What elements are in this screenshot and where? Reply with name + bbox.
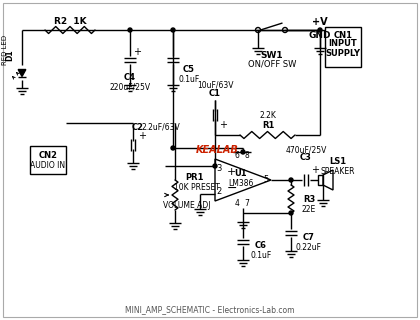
Text: +V: +V <box>312 17 328 27</box>
Circle shape <box>318 28 322 32</box>
Bar <box>30 146 66 174</box>
Text: AUDIO IN: AUDIO IN <box>30 161 66 170</box>
Circle shape <box>289 211 293 215</box>
Text: 10K PRESET: 10K PRESET <box>174 182 220 191</box>
Text: −: − <box>226 182 237 195</box>
Text: C5: C5 <box>183 66 195 75</box>
Text: 0.22uF: 0.22uF <box>296 243 322 252</box>
Text: PR1: PR1 <box>186 172 204 181</box>
Text: CN1: CN1 <box>333 30 352 39</box>
Text: +: + <box>133 47 141 57</box>
Text: C3: C3 <box>300 154 312 163</box>
Bar <box>325 27 361 67</box>
Text: 4: 4 <box>234 199 239 209</box>
Text: 10uF/63V: 10uF/63V <box>197 81 233 90</box>
Text: 2.2K: 2.2K <box>260 111 276 121</box>
Text: R2  1K: R2 1K <box>54 17 87 26</box>
Text: SUPPLY: SUPPLY <box>326 49 360 58</box>
Text: C4: C4 <box>124 74 136 83</box>
Text: 6: 6 <box>234 151 239 161</box>
Text: LM386: LM386 <box>228 179 254 188</box>
Text: C7: C7 <box>303 233 315 242</box>
Text: C2: C2 <box>132 123 144 132</box>
Text: GND: GND <box>309 30 331 39</box>
Text: 470uF/25V: 470uF/25V <box>285 146 327 155</box>
Text: R3: R3 <box>303 195 315 204</box>
Text: 7: 7 <box>244 199 249 209</box>
Text: C6: C6 <box>255 242 267 251</box>
Text: ON/OFF SW: ON/OFF SW <box>248 60 296 68</box>
Circle shape <box>213 164 217 168</box>
Text: R1: R1 <box>262 121 274 130</box>
Text: 2.2uF/63V: 2.2uF/63V <box>142 123 180 132</box>
Text: U1: U1 <box>235 170 247 179</box>
Text: C1: C1 <box>209 89 221 98</box>
Text: LS1: LS1 <box>329 157 346 166</box>
Circle shape <box>289 178 293 182</box>
Text: INPUT: INPUT <box>328 39 357 49</box>
Circle shape <box>128 28 132 32</box>
Text: 0.1uF: 0.1uF <box>178 76 200 84</box>
Circle shape <box>171 146 175 150</box>
Text: 22E: 22E <box>302 204 316 213</box>
Text: 3: 3 <box>216 164 222 173</box>
Text: D1: D1 <box>5 49 15 61</box>
Text: SW1: SW1 <box>261 51 284 60</box>
Text: 220uF/25V: 220uF/25V <box>110 83 150 92</box>
Text: +: + <box>227 167 236 177</box>
Text: 5: 5 <box>263 175 269 185</box>
Text: +: + <box>219 120 227 130</box>
Text: 2: 2 <box>216 187 222 196</box>
Text: 8: 8 <box>244 151 249 161</box>
Bar <box>318 175 323 185</box>
Circle shape <box>171 28 175 32</box>
Circle shape <box>241 150 245 154</box>
Polygon shape <box>18 69 26 76</box>
Text: VOLUME ADJ: VOLUME ADJ <box>163 201 211 210</box>
Text: +: + <box>311 165 319 175</box>
Text: MINI_AMP_SCHEMATIC - Electronics-Lab.com: MINI_AMP_SCHEMATIC - Electronics-Lab.com <box>125 306 295 315</box>
Text: SPEAKER: SPEAKER <box>321 167 355 177</box>
Text: +: + <box>138 131 146 141</box>
Text: KEALAB: KEALAB <box>196 145 239 155</box>
Text: RED LED: RED LED <box>2 35 8 65</box>
Text: 0.1uF: 0.1uF <box>250 252 272 260</box>
Text: CN2: CN2 <box>39 150 58 159</box>
